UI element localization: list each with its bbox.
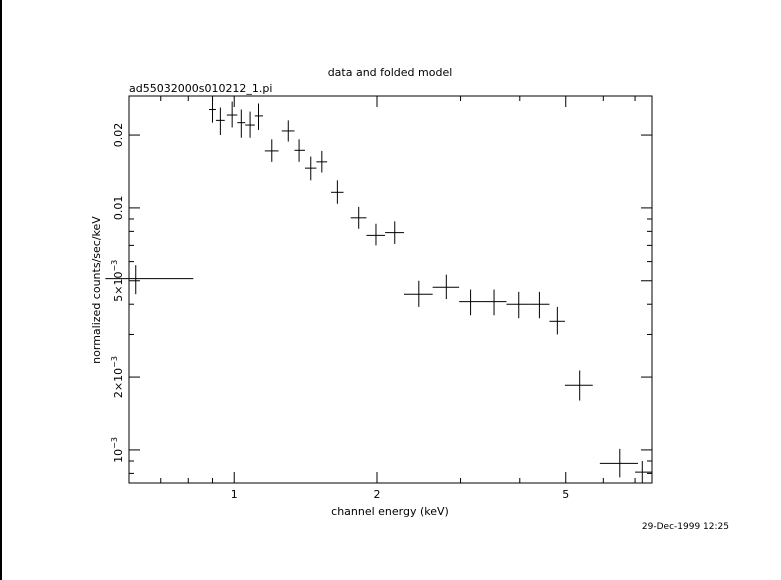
data-point	[564, 370, 593, 401]
data-point	[403, 280, 433, 307]
y-tick-label: 10−3	[110, 437, 125, 463]
data-point	[264, 139, 279, 162]
tick-labels: 1 2 5 10−3 2×10−3 5×10−3 0.01 0.02	[110, 123, 569, 501]
x-tick-label: 5	[562, 488, 569, 501]
data-point	[635, 460, 652, 483]
data-point	[350, 206, 367, 229]
data-point	[294, 139, 305, 162]
data-point	[237, 109, 246, 138]
data-point	[331, 180, 344, 204]
data-point	[254, 103, 264, 130]
chart-title: data and folded model	[328, 66, 453, 79]
y-tick-label: 2×10−3	[110, 356, 125, 398]
data-point	[226, 101, 238, 128]
data-point	[209, 96, 216, 123]
x-tick-label: 2	[374, 488, 381, 501]
chart-subtitle: ad55032000s010212_1.pi	[129, 82, 272, 95]
data-point	[215, 107, 225, 136]
data-point	[506, 291, 530, 319]
data-point	[281, 120, 295, 142]
timestamp: 29-Dec-1999 12:25	[642, 522, 729, 532]
data-point	[549, 306, 565, 335]
data-point	[366, 223, 386, 246]
data-point	[599, 448, 638, 478]
x-tick-label: 1	[231, 488, 238, 501]
data-point	[459, 289, 482, 316]
axis-ticks	[128, 96, 652, 483]
data-point	[304, 156, 317, 181]
y-tick-label: 5×10−3	[110, 260, 125, 302]
y-tick-label: 0.02	[112, 123, 125, 148]
data-points	[105, 96, 652, 483]
data-point	[385, 221, 404, 244]
data-point	[105, 265, 194, 295]
y-axis-label: normalized counts/sec/keV	[90, 216, 103, 364]
data-point	[245, 111, 255, 138]
plot-frame	[128, 95, 653, 484]
x-axis-label: channel energy (keV)	[331, 505, 449, 518]
data-point	[316, 150, 328, 173]
data-point	[529, 291, 550, 319]
data-point	[432, 274, 460, 300]
y-tick-label: 0.01	[112, 196, 125, 221]
window-edge	[0, 0, 2, 580]
data-point	[481, 289, 507, 316]
